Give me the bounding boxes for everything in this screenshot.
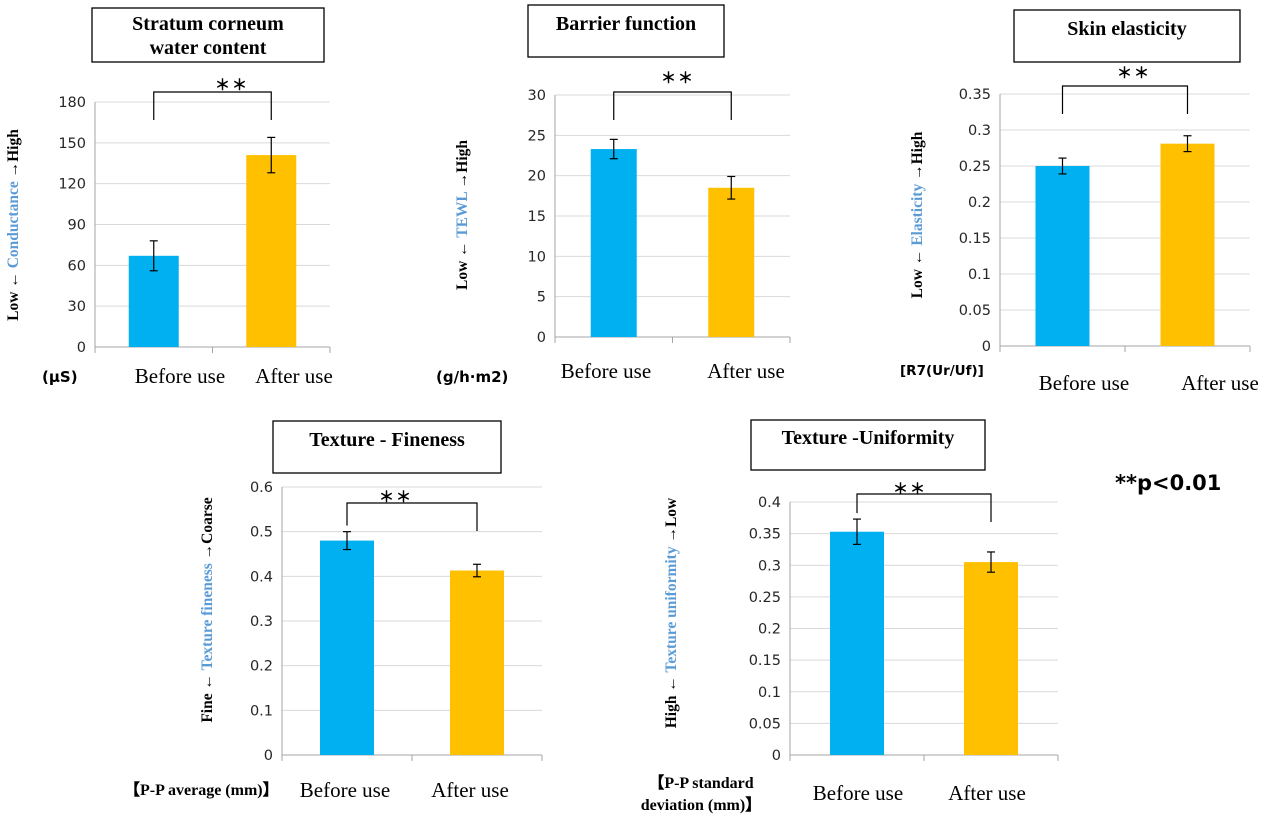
significance-bracket [1061,85,1189,114]
y-tick-label: 10 [528,249,546,265]
unit-label: 【P-P standard [648,774,753,792]
x-category-label: After use [948,781,1026,805]
y-tick-label: 0 [264,748,273,764]
y-tick-label: 0.35 [959,87,991,103]
y-tick-label: 180 [58,95,86,111]
y-tick-label: 5 [537,290,546,306]
bar-before-use [590,149,637,337]
y-tick-label: 30 [528,88,546,104]
bar-before-use [320,540,374,755]
y-tick-label: 60 [68,258,86,274]
y-tick-label: 0.4 [250,569,273,585]
chart-title-box [91,7,325,63]
significance-marker: ＊＊ [661,69,695,87]
y-tick-label: 0.1 [968,267,991,283]
y-tick-label: 0.4 [758,495,781,511]
bar-before-use [1035,166,1090,346]
y-tick-label: 0.25 [959,159,991,175]
y-tick-label: 0.3 [758,558,781,574]
chart-barrier-function: Barrier function 0 5 10 15 20 25 30 ＊＊ Before use… [436,4,791,386]
bar-before-use [830,531,884,755]
y-tick-label: 0.1 [250,703,273,719]
chart-title-box [272,420,502,474]
unit-label: [R7(Ur/Uf)] [900,363,984,379]
unit-label: (μS) [42,368,78,386]
x-category-label: Before use [135,364,225,388]
significance-marker: ＊＊ [893,480,927,498]
significance-bracket [613,91,732,120]
x-category-label: Before use [300,778,390,802]
chart-texture-fineness: Texture - Fineness 0 0.1 0.2 0.3 0.4 0.5 0.6 ＊＊ B… [124,420,543,802]
significance-marker: ＊＊ [1117,64,1151,82]
y-tick-label: 0 [77,340,86,356]
significance-marker: ＊＊ [379,488,413,506]
x-category-label: After use [431,778,509,802]
y-tick-label: 90 [68,218,86,234]
bar-after-use [708,187,755,337]
y-tick-label: 150 [58,136,86,152]
y-tick-label: 0 [982,339,991,355]
y-tick-label: 0.05 [959,303,991,319]
bar-after-use [450,570,504,755]
chart-texture-uniformity: Texture -Uniformity 0 0.05 0.1 0.15 0.2 0.25 0.… [641,419,1059,814]
y-tick-label: 30 [68,299,86,315]
chart-skin-elasticity: Skin elasticity 0 0.05 0.1 0.15 0.2 0.25 0.3 0.3… [900,9,1259,395]
significance-bracket [856,493,992,522]
x-category-label: Before use [1039,371,1129,395]
y-tick-label: 0.2 [758,622,781,638]
y-tick-label: 0 [772,748,781,764]
y-tick-label: 0.2 [968,195,991,211]
x-category-label: Before use [561,359,651,383]
chart-title: Barrier function [556,13,696,35]
y-axis-label: Low ← TEWL →High [454,140,471,290]
y-tick-label: 0.3 [968,123,991,139]
y-tick-label: 0 [537,330,546,346]
y-tick-label: 0.5 [250,525,273,541]
chart-title: Stratum corneum [132,13,284,35]
y-axis-label: Fine ← Texture fineness →Coarse [199,497,216,722]
y-tick-label: 0.6 [250,480,273,496]
y-tick-label: 120 [58,177,86,193]
significance-marker: ＊＊ [215,76,249,94]
y-tick-label: 0.35 [749,527,781,543]
significance-note: **p<0.01 [1115,471,1221,495]
y-axis-label: Low ← Conductance →High [5,129,22,321]
x-category-label: After use [707,359,785,383]
unit-label: (g/h·m2) [436,368,508,386]
x-category-label: Before use [813,781,903,805]
y-tick-label: 0.15 [959,231,991,247]
y-axis-label: Low ← Elasticity →High [909,131,926,298]
bar-after-use [964,562,1018,755]
unit-label: deviation (mm)】 [641,796,761,814]
y-axis-label: High ← Texture uniformity →Low [663,497,680,728]
chart-title-box [750,419,986,471]
unit-label: 【P-P average (mm)】 [124,781,279,799]
y-tick-label: 0.15 [749,653,781,669]
chart-title-box [1013,9,1241,63]
y-tick-label: 0.3 [250,614,273,630]
chart-title-box [527,4,725,58]
chart-title: Texture -Uniformity [782,427,955,449]
y-tick-label: 0.2 [250,659,273,675]
y-tick-label: 0.25 [749,590,781,606]
x-category-label: After use [1181,371,1259,395]
chart-title: Skin elasticity [1067,18,1186,40]
chart-title: Texture - Fineness [309,429,465,451]
y-tick-label: 15 [528,209,546,225]
significance-bracket [153,91,272,120]
significance-bracket [346,502,478,531]
chart-title: water content [150,37,267,59]
x-category-label: After use [255,364,333,388]
bar-after-use [246,155,297,347]
y-tick-label: 0.1 [758,685,781,701]
y-tick-label: 0.05 [749,716,781,732]
bar-after-use [1160,143,1215,346]
y-tick-label: 20 [528,169,546,185]
y-tick-label: 25 [528,128,546,144]
